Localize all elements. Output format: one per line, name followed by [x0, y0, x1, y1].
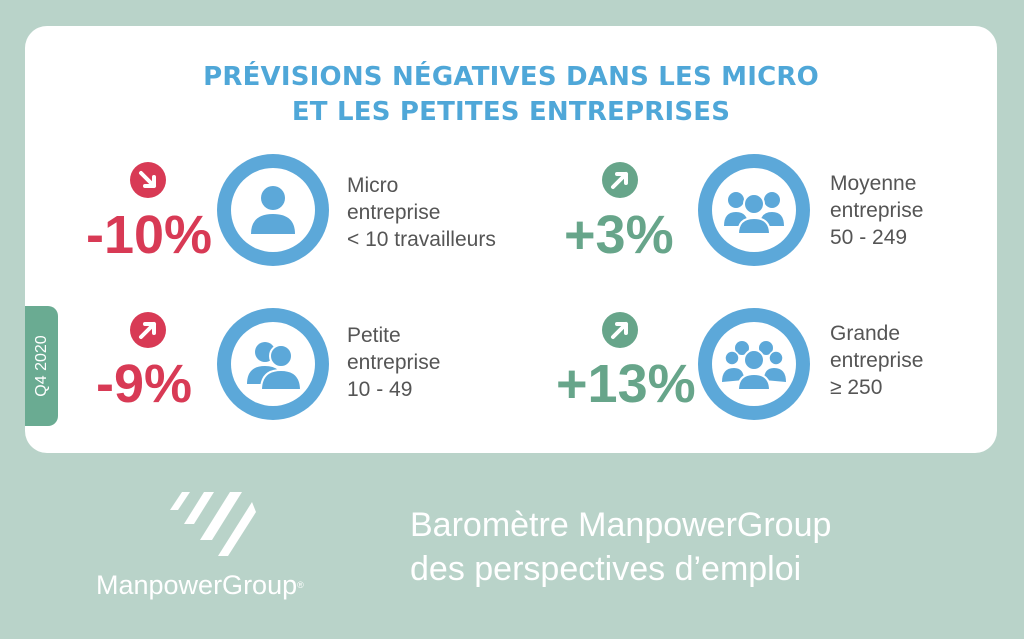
quarter-tab: Q4 2020 [25, 306, 58, 426]
registered-mark: ® [297, 580, 304, 590]
trend-up-icon [602, 312, 638, 348]
large-group-icon [698, 308, 810, 420]
manpowergroup-logo-icon [170, 492, 256, 556]
trend-up-icon [130, 312, 166, 348]
moyenne-label-line-3: 50 - 249 [830, 226, 908, 249]
title-line-1: PRÉVISIONS NÉGATIVES DANS LES MICRO [203, 62, 819, 92]
petite-label-line-2: entreprise [347, 351, 441, 374]
grande-label-line-2: entreprise [830, 349, 924, 372]
moyenne-label-line-2: entreprise [830, 199, 924, 222]
petite-label-line-3: 10 - 49 [347, 378, 413, 401]
barometer-line-2: des perspectives d’emploi [410, 550, 802, 588]
barometer-title: Baromètre ManpowerGroup des perspectives… [410, 503, 831, 591]
petite-label-line-1: Petite [347, 324, 401, 347]
title-line-2: ET LES PETITES ENTREPRISES [291, 97, 731, 127]
micro-percent: -10% [86, 205, 213, 265]
grande-label-line-3: ≥ 250 [830, 376, 883, 399]
moyenne-percent: +3% [564, 205, 674, 265]
infographic-card: PRÉVISIONS NÉGATIVES DANS LES MICRO ET L… [25, 26, 997, 453]
petite-label: Petite entreprise 10 - 49 [347, 322, 440, 403]
micro-label-line-3: < 10 travailleurs [347, 228, 496, 251]
single-person-icon [217, 154, 329, 266]
infographic-title: PRÉVISIONS NÉGATIVES DANS LES MICRO ET L… [25, 60, 997, 130]
trend-down-icon [130, 162, 166, 198]
brand-name-text: ManpowerGroup [96, 570, 298, 600]
grande-label: Grande entreprise ≥ 250 [830, 320, 923, 401]
moyenne-label: Moyenne entreprise 50 - 249 [830, 170, 923, 251]
group-icon [698, 154, 810, 266]
two-people-icon [217, 308, 329, 420]
quarter-label: Q4 2020 [32, 335, 50, 397]
grande-percent: +13% [556, 354, 696, 414]
micro-label-line-2: entreprise [347, 201, 441, 224]
brand-name: ManpowerGroup® [96, 569, 304, 601]
micro-label-line-1: Micro [347, 174, 399, 197]
petite-percent: -9% [96, 354, 193, 414]
moyenne-label-line-1: Moyenne [830, 172, 917, 195]
grande-label-line-1: Grande [830, 322, 901, 345]
micro-label: Micro entreprise < 10 travailleurs [347, 172, 496, 253]
trend-up-icon [602, 162, 638, 198]
barometer-line-1: Baromètre ManpowerGroup [410, 506, 832, 544]
